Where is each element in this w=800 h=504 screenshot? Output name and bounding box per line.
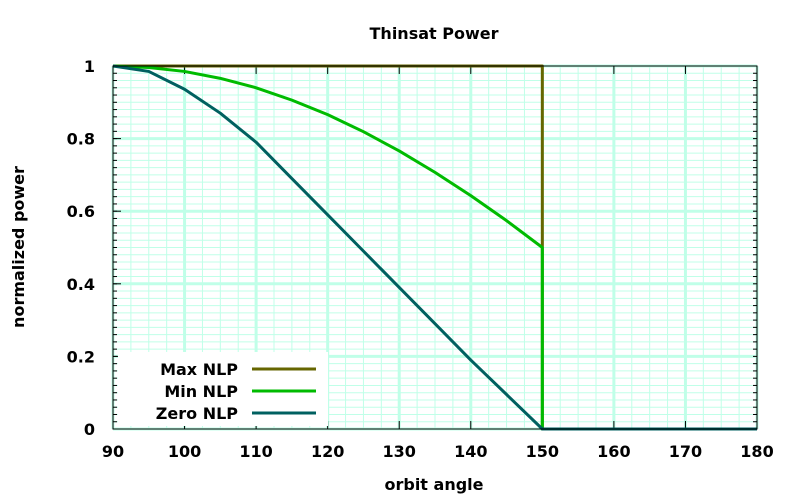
x-tick-label: 120 bbox=[311, 442, 344, 461]
x-tick-label: 160 bbox=[597, 442, 630, 461]
x-tick-label: 110 bbox=[239, 442, 272, 461]
legend-label: Min NLP bbox=[164, 382, 238, 401]
legend-label: Zero NLP bbox=[156, 404, 238, 423]
y-tick-label: 0.4 bbox=[67, 275, 95, 294]
x-tick-label: 90 bbox=[102, 442, 124, 461]
legend: Max NLP Min NLP Zero NLP bbox=[156, 360, 316, 423]
y-tick-label: 0.6 bbox=[67, 202, 95, 221]
x-tick-label: 170 bbox=[669, 442, 702, 461]
y-tick-label: 0 bbox=[84, 420, 95, 439]
x-tick-label: 140 bbox=[454, 442, 487, 461]
x-tick-label: 130 bbox=[383, 442, 416, 461]
series-line-zero-nlp bbox=[112, 64, 757, 431]
x-tick-label: 100 bbox=[168, 442, 201, 461]
y-tick-label: 0.2 bbox=[67, 347, 95, 366]
y-tick-label: 1 bbox=[84, 57, 95, 76]
y-axis-label: normalized power bbox=[9, 166, 28, 328]
x-tick-label: 180 bbox=[740, 442, 773, 461]
x-axis-label: orbit angle bbox=[384, 475, 483, 494]
tick-labels: 90 100 110 120 130 140 150 160 170 180 0 0.2 0.4 0.6 0… bbox=[67, 57, 774, 461]
chart-title: Thinsat Power bbox=[370, 24, 499, 43]
x-tick-label: 150 bbox=[526, 442, 559, 461]
legend-label: Max NLP bbox=[160, 360, 238, 379]
plot-border bbox=[112, 65, 758, 430]
series-line-min-nlp bbox=[112, 64, 757, 431]
y-tick-label: 0.8 bbox=[67, 130, 95, 149]
